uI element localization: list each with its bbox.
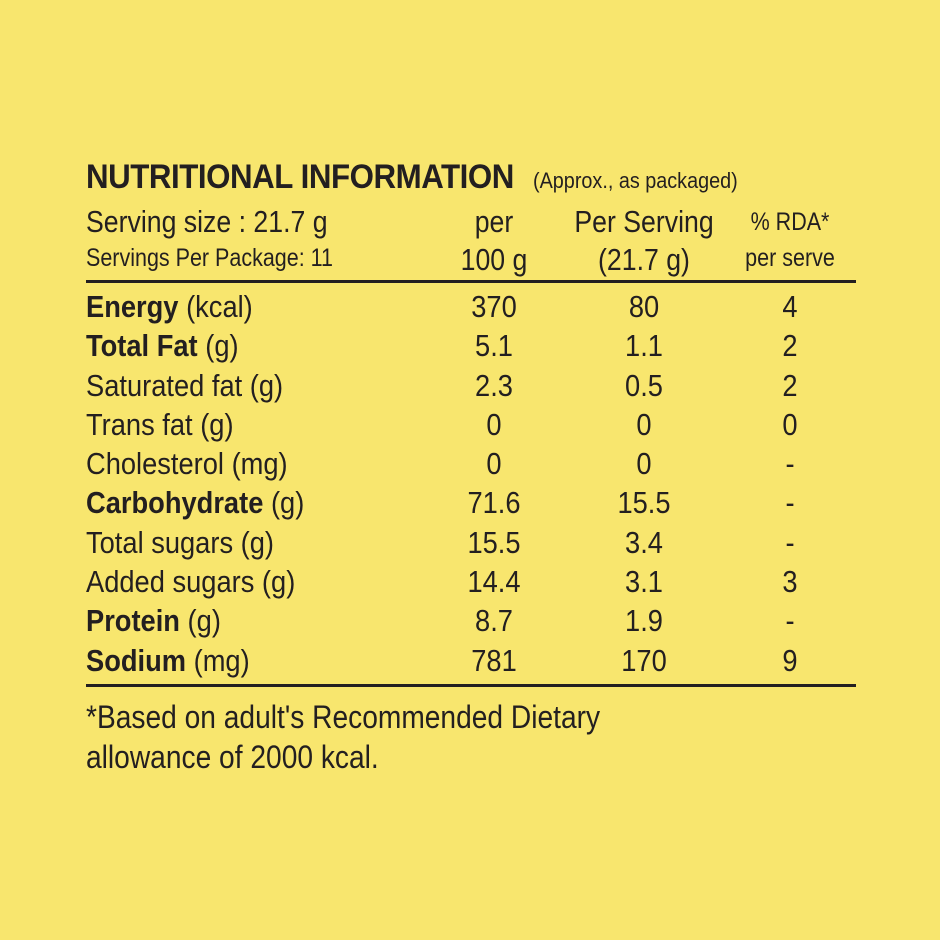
nutrition-label: NUTRITIONAL INFORMATION (Approx., as pac…: [86, 158, 856, 777]
table-row: Added sugars (g) 14.4 3.1 3: [86, 564, 856, 603]
nutrient-rows: Energy (kcal) 370 80 4 Total Fat (g) 5.1 1.1 2 S…: [86, 283, 856, 682]
footnote: *Based on adult's Recommended Dietary al…: [86, 697, 790, 777]
nutrient-label: Cholesterol (mg): [86, 446, 288, 482]
table-row: Protein (g) 8.7 1.9 -: [86, 603, 856, 642]
value-per-serving: 0.5: [625, 367, 663, 403]
nutrient-unit: (g): [197, 328, 239, 364]
value-per-serving: 170: [621, 642, 667, 678]
nutrient-label: Energy (kcal): [86, 289, 253, 325]
value-rda: -: [785, 524, 795, 560]
value-per-100g: 0: [486, 406, 502, 442]
footnote-line-1: *Based on adult's Recommended Dietary: [86, 698, 601, 735]
value-per-serving: 3.1: [625, 564, 663, 600]
nutrient-unit: (g): [242, 367, 284, 403]
table-row: Trans fat (g) 0 0 0: [86, 407, 856, 446]
value-rda: 2: [782, 328, 798, 364]
nutrient-unit: (g): [233, 524, 275, 560]
nutrient-name: Trans fat: [86, 406, 193, 442]
value-per-100g: 2.3: [475, 367, 513, 403]
col-perserving-header: Per Serving: [574, 204, 714, 239]
footnote-line-2: allowance of 2000 kcal.: [86, 738, 379, 775]
table-row: Sodium (mg) 781 170 9: [86, 643, 856, 682]
value-per-serving: 80: [628, 289, 660, 324]
nutrient-label: Total Fat (g): [86, 328, 239, 364]
table-header: Serving size : 21.7 g Servings Per Packa…: [86, 200, 856, 280]
title-note: (Approx., as packaged): [533, 168, 738, 193]
header-divider: [86, 280, 856, 283]
value-rda: -: [785, 446, 795, 482]
value-per-100g: 5.1: [475, 328, 513, 364]
nutrient-unit: (g): [192, 406, 234, 442]
value-rda: -: [785, 485, 795, 521]
title-row: NUTRITIONAL INFORMATION (Approx., as pac…: [86, 158, 856, 200]
nutrient-name: Energy: [86, 289, 179, 324]
table-row: Total Fat (g) 5.1 1.1 2: [86, 328, 856, 367]
value-rda: 0: [782, 406, 798, 442]
nutrient-name: Cholesterol: [86, 446, 224, 482]
value-per-100g: 0: [486, 446, 502, 482]
table-row: Saturated fat (g) 2.3 0.5 2: [86, 368, 856, 407]
nutrient-label: Total sugars (g): [86, 525, 274, 561]
nutrient-name: Sodium: [86, 642, 187, 678]
servings-per-package: Servings Per Package: 11: [86, 244, 333, 272]
nutrient-unit: (mg): [223, 446, 288, 482]
nutrient-unit: (g): [263, 485, 305, 521]
nutrient-name: Added sugars: [86, 564, 255, 600]
col-rda-subheader: per serve: [745, 244, 835, 272]
nutrient-unit: (g): [179, 603, 221, 639]
col-per100g-subheader: 100 g: [460, 242, 528, 277]
value-per-serving: 0: [636, 446, 652, 482]
value-per-100g: 370: [471, 289, 517, 324]
table-row: Total sugars (g) 15.5 3.4 -: [86, 525, 856, 564]
value-rda: 9: [782, 642, 798, 678]
nutrient-unit: (mg): [186, 642, 250, 678]
nutrient-name: Carbohydrate: [86, 485, 264, 521]
nutrient-name: Total sugars: [86, 524, 234, 560]
col-perserving-subheader: (21.7 g): [598, 242, 690, 277]
nutrient-label: Trans fat (g): [86, 407, 234, 443]
nutrient-label: Added sugars (g): [86, 564, 295, 600]
nutrient-label: Carbohydrate (g): [86, 485, 304, 521]
nutrient-unit: (kcal): [178, 289, 253, 324]
value-rda: 2: [782, 367, 798, 403]
value-per-100g: 14.4: [467, 564, 521, 600]
value-per-100g: 15.5: [467, 524, 521, 560]
value-rda: 3: [782, 564, 798, 600]
value-per-serving: 15.5: [617, 485, 671, 521]
nutrient-unit: (g): [254, 564, 296, 600]
serving-size: Serving size : 21.7 g: [86, 204, 328, 239]
value-per-100g: 781: [471, 642, 517, 678]
nutrient-label: Sodium (mg): [86, 643, 250, 679]
table-row: Cholesterol (mg) 0 0 -: [86, 446, 856, 485]
value-per-serving: 1.9: [625, 603, 663, 639]
nutrient-label: Saturated fat (g): [86, 368, 283, 404]
nutrient-label: Protein (g): [86, 603, 221, 639]
table-row: Energy (kcal) 370 80 4: [86, 289, 856, 328]
value-rda: 4: [782, 289, 798, 324]
nutrient-name: Total Fat: [86, 328, 198, 364]
col-per100g-header: per: [474, 204, 514, 239]
value-per-serving: 3.4: [625, 524, 663, 560]
footer-divider: [86, 683, 856, 687]
value-per-serving: 0: [636, 406, 652, 442]
table-row: Carbohydrate (g) 71.6 15.5 -: [86, 485, 856, 524]
nutrient-name: Protein: [86, 603, 180, 639]
value-rda: -: [785, 603, 795, 639]
col-rda-header: % RDA*: [750, 208, 830, 236]
value-per-100g: 71.6: [467, 485, 521, 521]
label-title: NUTRITIONAL INFORMATION: [86, 158, 514, 196]
nutrient-name: Saturated fat: [86, 367, 243, 403]
value-per-100g: 8.7: [475, 603, 513, 639]
value-per-serving: 1.1: [625, 328, 663, 364]
